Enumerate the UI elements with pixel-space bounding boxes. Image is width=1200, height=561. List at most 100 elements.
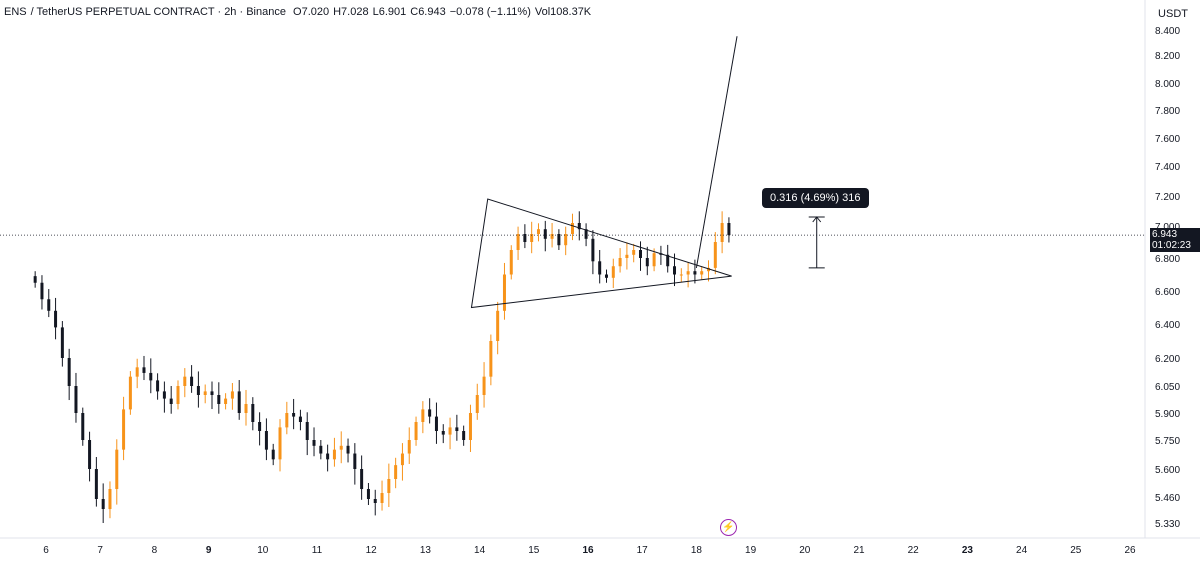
candle-body: [530, 234, 534, 242]
price-tick-label: 6.600: [1155, 287, 1180, 298]
time-tick-label: 26: [1124, 545, 1136, 556]
candle-body: [360, 469, 364, 489]
candle-body: [679, 274, 683, 276]
time-tick-label: 15: [528, 545, 540, 556]
candle-body: [591, 238, 595, 262]
time-tick-label: 23: [962, 545, 974, 556]
candle-body: [455, 427, 459, 431]
candle-body: [475, 395, 479, 413]
measure-tooltip: 0.316 (4.69%) 316: [762, 188, 869, 208]
candle-body: [74, 386, 78, 413]
candle-body: [693, 271, 697, 275]
candle-body: [135, 367, 139, 377]
candle-body: [502, 274, 506, 311]
candle-body: [448, 427, 452, 435]
countdown-timer: 01:02:23: [1152, 240, 1191, 251]
symmetrical-triangle: [470, 198, 732, 309]
candle-body: [244, 404, 248, 413]
candle-body: [230, 391, 234, 399]
candle-body: [387, 479, 391, 493]
time-tick-label: 12: [366, 545, 378, 556]
current-price-label: 6.943 01:02:23: [1150, 228, 1200, 252]
candle-body: [292, 413, 296, 417]
candle-body: [707, 267, 711, 272]
candle-body: [509, 250, 513, 275]
breakout-trendline: [695, 36, 738, 268]
candle-body: [727, 223, 731, 236]
candle-body: [332, 449, 336, 460]
open-value: O7.020: [293, 6, 330, 18]
candle-body: [686, 271, 690, 275]
low-value: L6.901: [372, 6, 407, 18]
price-tick-label: 6.400: [1155, 320, 1180, 331]
candle-body: [632, 250, 636, 255]
candle-body: [183, 376, 187, 386]
price-tick-label: 7.600: [1155, 134, 1180, 145]
candle-body: [67, 358, 71, 386]
time-tick-label: 6: [43, 545, 49, 556]
candle-body: [536, 229, 540, 234]
candle-body: [604, 274, 608, 278]
price-tick-label: 6.050: [1155, 382, 1180, 393]
time-tick-label: 21: [853, 545, 865, 556]
candle-body: [196, 386, 200, 395]
currency-unit[interactable]: USDT: [1158, 8, 1188, 20]
candle-body: [557, 234, 561, 246]
candle-body: [611, 266, 615, 278]
time-tick-label: 18: [691, 545, 703, 556]
candle-body: [108, 489, 112, 509]
time-tick-label: 7: [97, 545, 103, 556]
candle-body: [326, 453, 330, 460]
lightning-icon[interactable]: ⚡: [720, 519, 737, 536]
candle-body: [264, 431, 268, 450]
candle-body: [570, 223, 574, 234]
candle-body: [577, 223, 581, 230]
price-tick-label: 8.000: [1155, 79, 1180, 90]
candle-body: [47, 299, 51, 311]
symbol-name[interactable]: ENS: [4, 6, 27, 18]
candle-body: [258, 422, 262, 431]
candle-body: [88, 440, 92, 469]
candle-body: [339, 445, 343, 450]
close-value: C6.943: [410, 6, 446, 18]
candle-body: [353, 453, 357, 469]
candle-body: [414, 422, 418, 440]
candle-body: [666, 254, 670, 267]
candle-body: [251, 404, 255, 422]
candle-body: [115, 449, 119, 489]
candle-body: [462, 431, 466, 440]
candle-body: [142, 367, 146, 373]
candle-body: [319, 445, 323, 454]
candle-body: [366, 489, 370, 499]
time-tick-label: 11: [312, 545, 323, 556]
candle-body: [400, 453, 404, 466]
current-price-value: 6.943: [1152, 229, 1178, 240]
contract-name: / TetherUS PERPETUAL CONTRACT · 2h · Bin…: [30, 6, 286, 18]
candle-body: [101, 499, 105, 509]
candle-body: [60, 327, 64, 358]
time-tick-label: 14: [474, 545, 486, 556]
candle-body: [407, 440, 411, 454]
candle-body: [598, 261, 602, 275]
candle-body: [673, 266, 677, 275]
price-tick-label: 7.000: [1155, 222, 1180, 233]
candle-body: [523, 234, 527, 242]
price-tick-label: 7.200: [1155, 192, 1180, 203]
price-tick-label: 6.800: [1155, 254, 1180, 265]
candle-body: [434, 416, 438, 431]
candle-body: [149, 372, 153, 381]
candle-body: [122, 409, 126, 450]
candle-body: [428, 409, 432, 417]
candle-body: [128, 376, 132, 410]
candle-body: [564, 234, 568, 246]
time-tick-label: 10: [257, 545, 269, 556]
candle-body: [169, 398, 173, 404]
volume-value: Vol108.37K: [534, 6, 592, 18]
candle-body: [190, 376, 194, 386]
candle-body: [441, 431, 445, 435]
candle-body: [713, 242, 717, 268]
candle-body: [482, 376, 486, 395]
candle-body: [156, 380, 160, 392]
candle-body: [285, 413, 289, 428]
